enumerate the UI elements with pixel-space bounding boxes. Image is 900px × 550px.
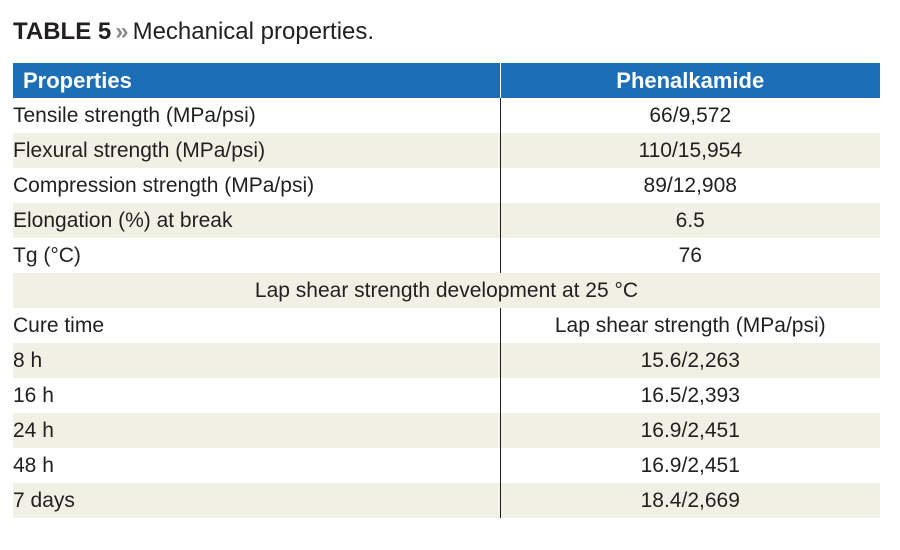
- table-row: 24 h 16.9/2,451: [13, 413, 880, 448]
- table-title: Mechanical properties.: [132, 18, 375, 45]
- property-name: Tg (°C): [13, 238, 500, 273]
- section-title-row: Lap shear strength development at 25 °C: [13, 273, 880, 308]
- property-value: 6.5: [499, 203, 880, 238]
- cure-time: 8 h: [13, 343, 500, 378]
- lap-shear-value: 18.4/2,669: [499, 483, 880, 518]
- table-row: 7 days 18.4/2,669: [13, 483, 880, 518]
- property-name: Flexural strength (MPa/psi): [13, 133, 500, 168]
- mechanical-properties-table: Properties Phenalkamide Tensile strength…: [13, 63, 880, 518]
- cure-time: 16 h: [13, 378, 500, 413]
- sub-header-lap-shear: Lap shear strength (MPa/psi): [499, 308, 880, 343]
- cure-time: 48 h: [13, 448, 500, 483]
- header-properties: Properties: [13, 63, 500, 98]
- table-row: Flexural strength (MPa/psi) 110/15,954: [13, 133, 880, 168]
- table-row: Tensile strength (MPa/psi) 66/9,572: [13, 98, 880, 133]
- lap-shear-value: 16.5/2,393: [499, 378, 880, 413]
- lap-shear-value: 16.9/2,451: [499, 448, 880, 483]
- property-value: 89/12,908: [499, 168, 880, 203]
- cure-time: 24 h: [13, 413, 500, 448]
- table-number: TABLE 5: [13, 18, 112, 45]
- table-row: Compression strength (MPa/psi) 89/12,908: [13, 168, 880, 203]
- table-row: 48 h 16.9/2,451: [13, 448, 880, 483]
- property-value: 110/15,954: [499, 133, 880, 168]
- property-name: Compression strength (MPa/psi): [13, 168, 500, 203]
- table-row: 8 h 15.6/2,263: [13, 343, 880, 378]
- property-value: 66/9,572: [499, 98, 880, 133]
- lap-shear-value: 15.6/2,263: [499, 343, 880, 378]
- table-row: Tg (°C) 76: [13, 238, 880, 273]
- caption-separator: »: [115, 18, 129, 45]
- property-name: Elongation (%) at break: [13, 203, 500, 238]
- table-header-row: Properties Phenalkamide: [13, 63, 880, 98]
- sub-header-row: Cure time Lap shear strength (MPa/psi): [13, 308, 880, 343]
- cure-time: 7 days: [13, 483, 500, 518]
- lap-shear-section-title: Lap shear strength development at 25 °C: [13, 273, 880, 308]
- property-name: Tensile strength (MPa/psi): [13, 98, 500, 133]
- header-phenalkamide: Phenalkamide: [499, 63, 880, 98]
- table-caption: TABLE 5» Mechanical properties.: [13, 16, 374, 48]
- table-row: Elongation (%) at break 6.5: [13, 203, 880, 238]
- sub-header-cure-time: Cure time: [13, 308, 500, 343]
- lap-shear-value: 16.9/2,451: [499, 413, 880, 448]
- property-value: 76: [499, 238, 880, 273]
- table-row: 16 h 16.5/2,393: [13, 378, 880, 413]
